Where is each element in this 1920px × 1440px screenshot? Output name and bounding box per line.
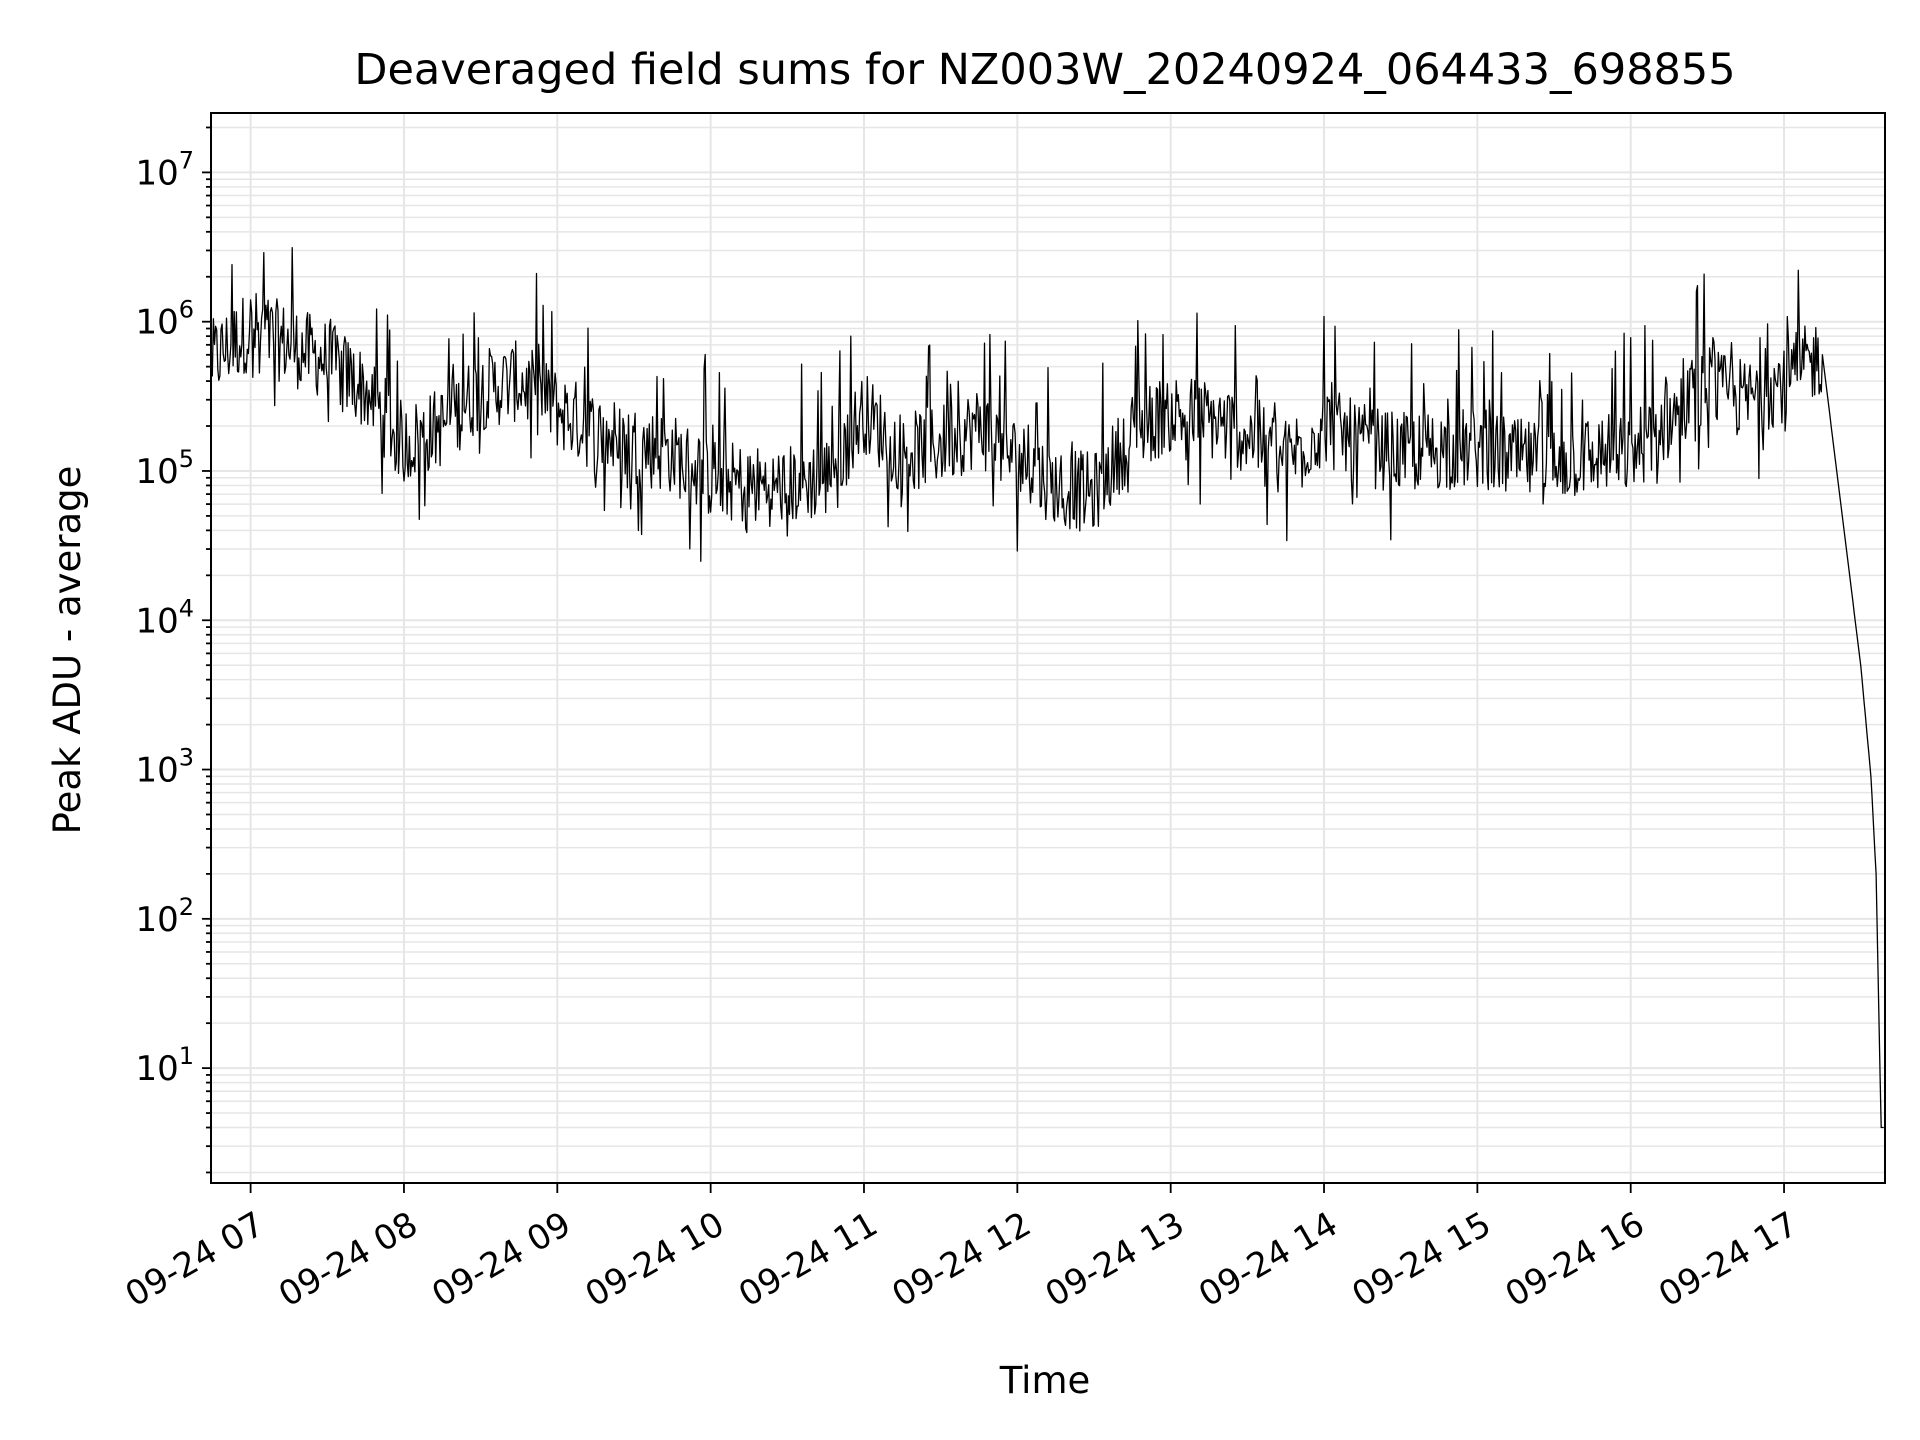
y-axis-label: Peak ADU - average xyxy=(46,466,89,835)
y-tick-label: 106 xyxy=(135,296,194,343)
y-tick-label: 107 xyxy=(135,146,194,193)
data-series-line xyxy=(211,246,1884,1129)
y-tick-label: 101 xyxy=(135,1042,194,1089)
x-tick-label: 09-24 12 xyxy=(885,1204,1037,1315)
x-tick-label: 09-24 08 xyxy=(272,1204,424,1315)
y-tick-label: 104 xyxy=(135,594,194,641)
x-tick-label: 09-24 16 xyxy=(1499,1204,1651,1315)
x-axis-label: Time xyxy=(999,1359,1091,1402)
x-tick-label: 09-24 17 xyxy=(1652,1204,1804,1315)
chart-title: Deaveraged field sums for NZ003W_2024092… xyxy=(354,45,1735,95)
x-tick-label: 09-24 13 xyxy=(1039,1204,1191,1315)
y-tick-label: 105 xyxy=(135,445,194,492)
y-tick-label: 102 xyxy=(135,893,194,940)
plot-frame xyxy=(210,112,1886,1184)
x-tick-label: 09-24 09 xyxy=(425,1204,577,1315)
grid-lines xyxy=(211,113,1885,1183)
x-tick-label: 09-24 15 xyxy=(1345,1204,1497,1315)
x-tick-label: 09-24 14 xyxy=(1192,1204,1344,1315)
x-tick-label: 09-24 07 xyxy=(119,1204,271,1315)
x-tick-label: 09-24 10 xyxy=(579,1204,731,1315)
x-tick-label: 09-24 11 xyxy=(732,1204,884,1315)
y-tick-label: 103 xyxy=(135,744,194,791)
